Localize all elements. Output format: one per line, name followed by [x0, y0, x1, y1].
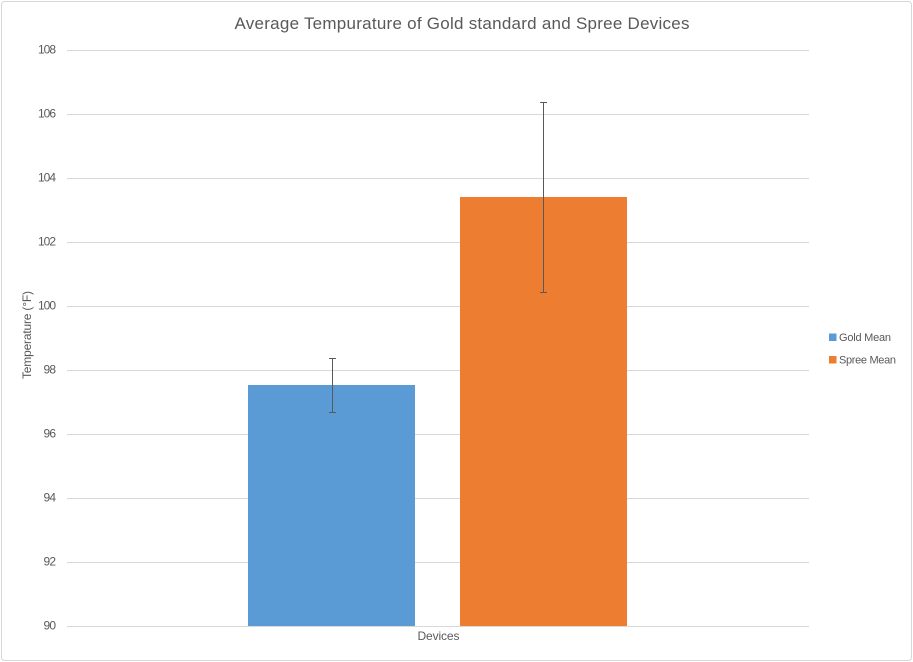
svg-text:90: 90 [44, 619, 57, 633]
svg-text:Gold Mean: Gold Mean [839, 332, 891, 344]
svg-text:Spree Mean: Spree Mean [839, 355, 896, 367]
svg-text:Temperature (°F): Temperature (°F) [20, 291, 34, 379]
svg-text:94: 94 [44, 491, 57, 505]
svg-text:106: 106 [38, 107, 56, 121]
svg-text:92: 92 [44, 555, 57, 569]
svg-text:102: 102 [38, 235, 56, 249]
svg-text:100: 100 [38, 299, 56, 313]
svg-text:Average Tempurature of Gold st: Average Tempurature of Gold standard and… [235, 14, 690, 33]
svg-text:98: 98 [44, 363, 57, 377]
svg-text:96: 96 [44, 427, 57, 441]
svg-text:108: 108 [38, 43, 56, 57]
svg-text:Devices: Devices [418, 629, 460, 643]
svg-text:104: 104 [38, 171, 56, 185]
